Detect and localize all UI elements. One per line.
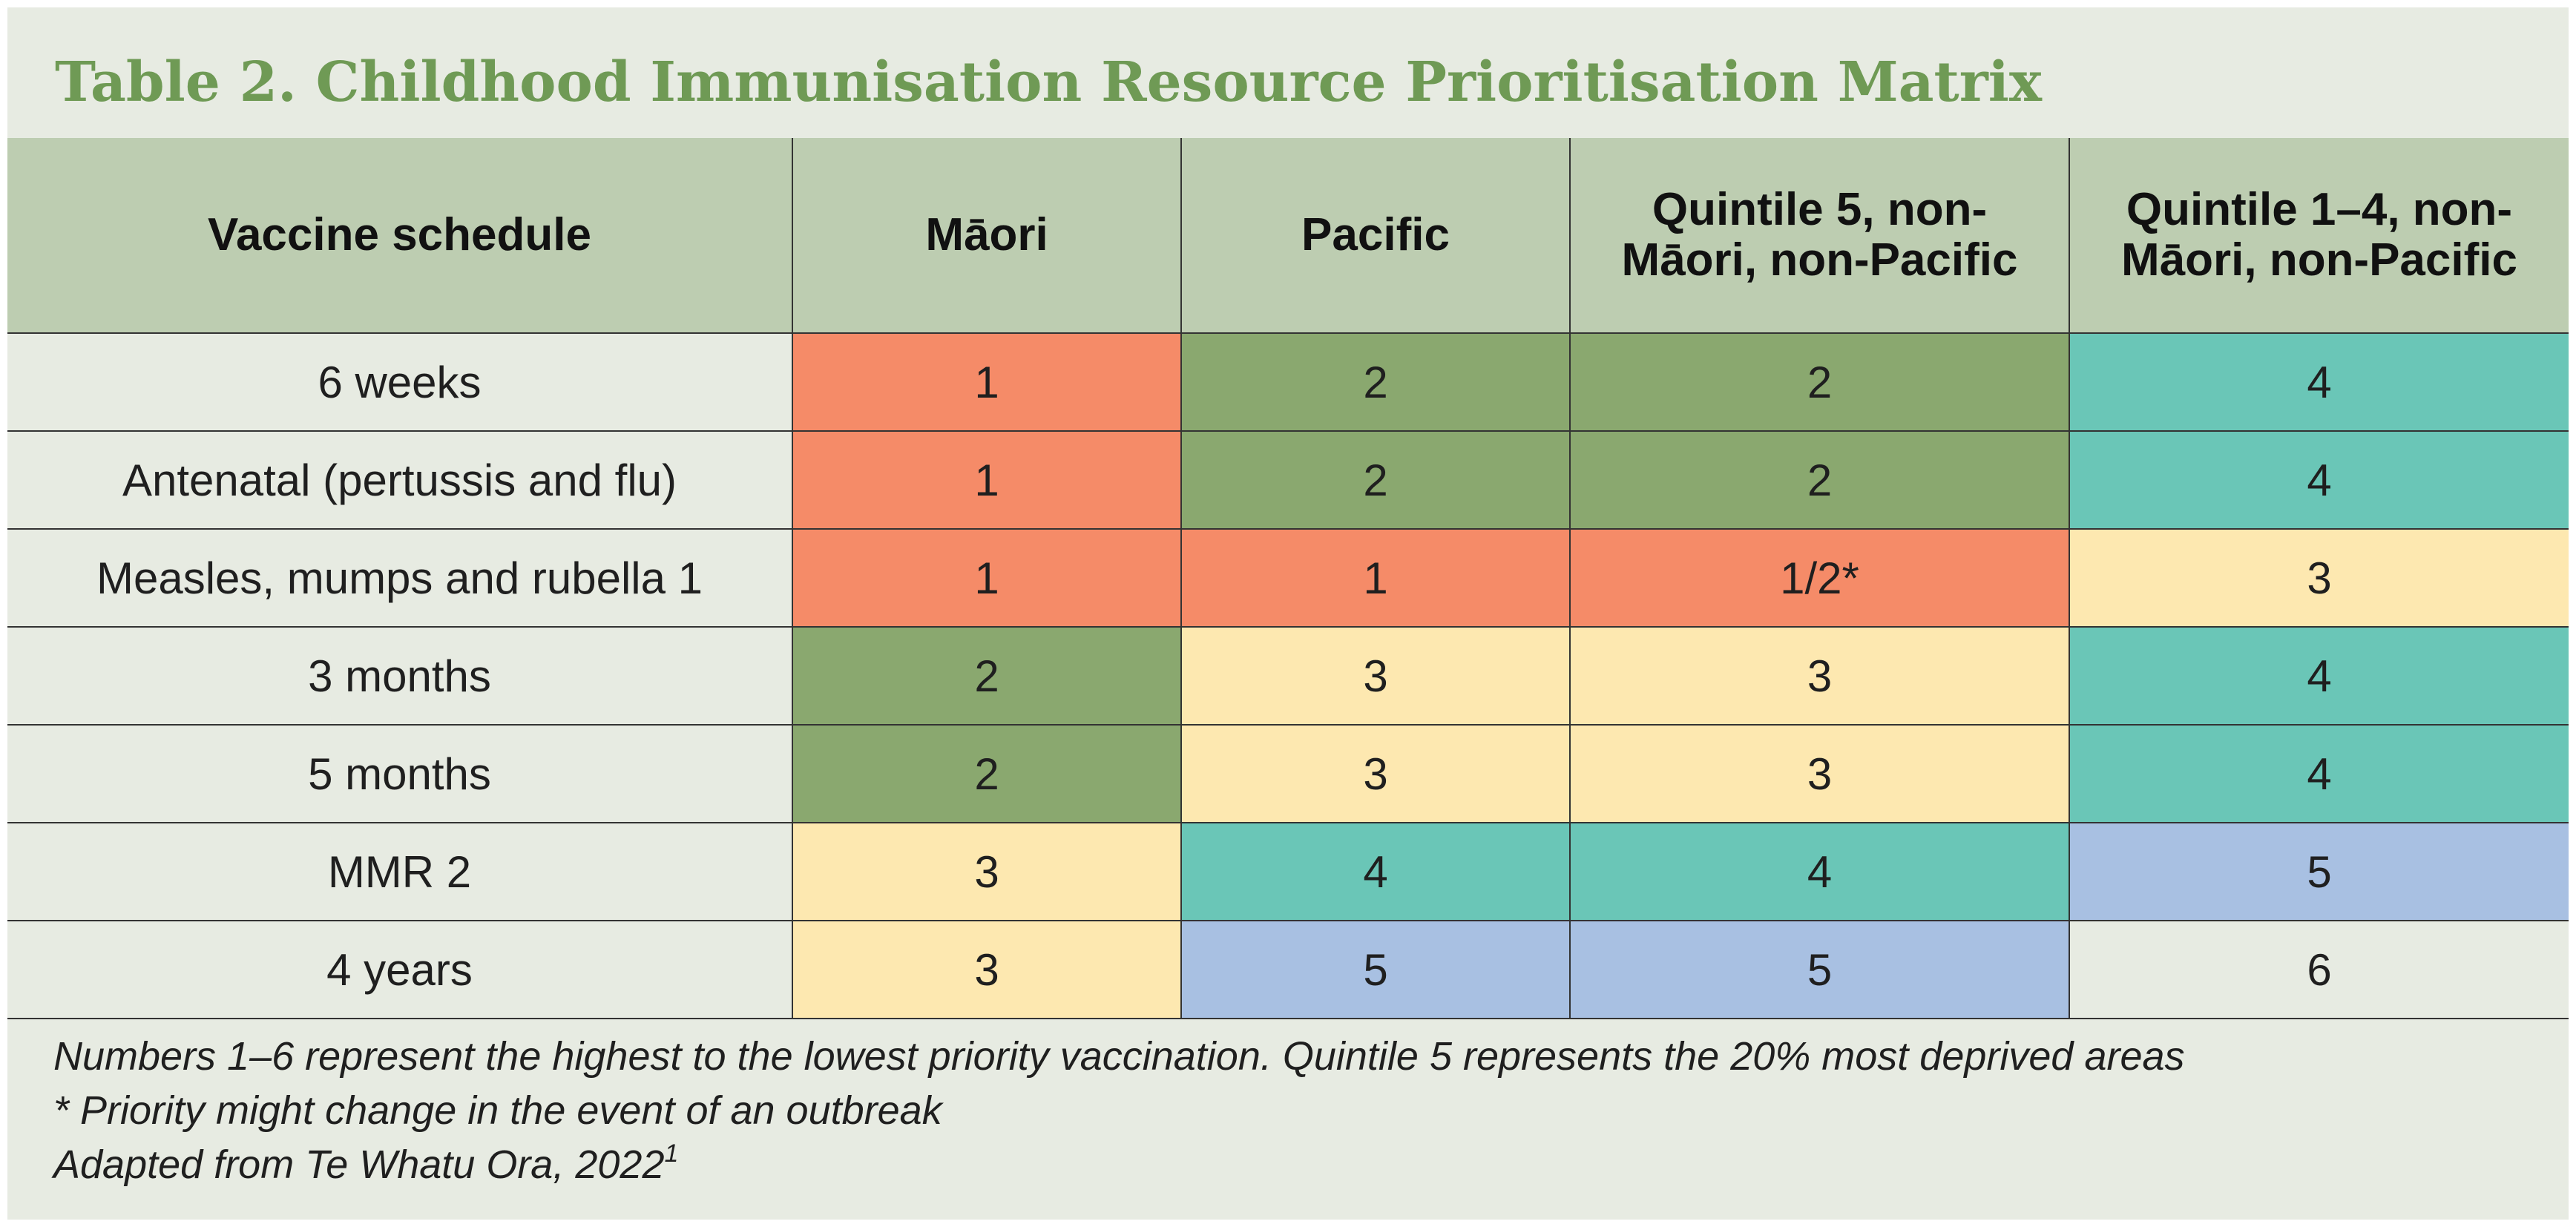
row-label: 3 months (7, 626, 793, 726)
priority-cell: 3 (1180, 724, 1571, 823)
priority-cell: 4 (2069, 430, 2569, 530)
priority-cell: 3 (792, 822, 1182, 921)
priority-cell: 6 (2069, 920, 2569, 1019)
priority-cell: 1 (1180, 528, 1571, 628)
header-maori: Māori (792, 138, 1182, 334)
table-row: 6 weeks 1 2 2 4 (7, 332, 2569, 432)
priority-cell: 3 (1569, 724, 2070, 823)
priority-cell: 5 (1180, 920, 1571, 1019)
priority-cell: 5 (2069, 822, 2569, 921)
row-label: MMR 2 (7, 822, 793, 921)
priority-cell: 1 (792, 528, 1182, 628)
prioritisation-matrix: Vaccine schedule Māori Pacific Quintile … (7, 138, 2569, 1019)
priority-cell: 2 (1569, 430, 2070, 530)
priority-cell: 1/2* (1569, 528, 2070, 628)
priority-cell: 3 (792, 920, 1182, 1019)
table-notes: Numbers 1–6 represent the highest to the… (53, 1030, 2185, 1192)
table-row: 3 months 2 3 3 4 (7, 626, 2569, 726)
row-label: Measles, mumps and rubella 1 (7, 528, 793, 628)
note-priority-scale: Numbers 1–6 represent the highest to the… (53, 1034, 2185, 1079)
footnote-marker: 1 (664, 1139, 679, 1168)
row-label: 5 months (7, 724, 793, 823)
note-source: Adapted from Te Whatu Ora, 20221 (53, 1138, 2185, 1192)
priority-cell: 3 (1180, 626, 1571, 726)
priority-cell: 2 (792, 724, 1182, 823)
header-pacific: Pacific (1180, 138, 1571, 334)
table-panel: Table 2. Childhood Immunisation Resource… (7, 7, 2569, 1220)
priority-cell: 2 (1569, 332, 2070, 432)
row-label: 4 years (7, 920, 793, 1019)
table-row: MMR 2 3 4 4 5 (7, 822, 2569, 921)
table-row: Antenatal (pertussis and flu) 1 2 2 4 (7, 430, 2569, 530)
priority-cell: 5 (1569, 920, 2070, 1019)
header-quintile-5: Quintile 5, non-Māori, non-Pacific (1569, 138, 2070, 334)
table-row: 4 years 3 5 5 6 (7, 920, 2569, 1019)
table-title: Table 2. Childhood Immunisation Resource… (55, 50, 2042, 114)
priority-cell: 2 (1180, 332, 1571, 432)
priority-cell: 1 (792, 332, 1182, 432)
note-source-text: Adapted from Te Whatu Ora, 2022 (53, 1142, 665, 1187)
priority-cell: 4 (1569, 822, 2070, 921)
priority-cell: 2 (792, 626, 1182, 726)
priority-cell: 1 (792, 430, 1182, 530)
priority-cell: 3 (1569, 626, 2070, 726)
note-outbreak: * Priority might change in the event of … (53, 1088, 942, 1133)
priority-cell: 4 (2069, 332, 2569, 432)
header-quintile-1-4: Quintile 1–4, non-Māori, non-Pacific (2069, 138, 2569, 334)
table-row: 5 months 2 3 3 4 (7, 724, 2569, 823)
priority-cell: 4 (2069, 626, 2569, 726)
priority-cell: 3 (2069, 528, 2569, 628)
header-row: Vaccine schedule Māori Pacific Quintile … (7, 138, 2569, 334)
header-vaccine-schedule: Vaccine schedule (7, 138, 793, 334)
priority-cell: 2 (1180, 430, 1571, 530)
row-label: Antenatal (pertussis and flu) (7, 430, 793, 530)
priority-cell: 4 (2069, 724, 2569, 823)
table-row: Measles, mumps and rubella 1 1 1 1/2* 3 (7, 528, 2569, 628)
priority-cell: 4 (1180, 822, 1571, 921)
row-label: 6 weeks (7, 332, 793, 432)
